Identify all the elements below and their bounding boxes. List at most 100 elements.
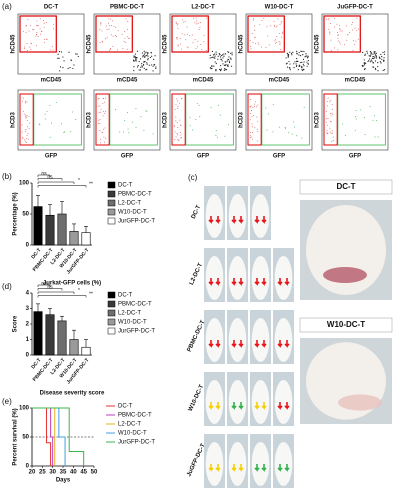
event-dot [119, 131, 121, 133]
event-dot [343, 44, 345, 46]
event-dot [176, 121, 178, 123]
event-dot [383, 69, 386, 71]
event-dot [251, 126, 253, 128]
event-dot [138, 60, 140, 63]
event-dot [196, 102, 198, 104]
y-tick-label: 3 [26, 306, 30, 312]
event-dot [383, 57, 385, 59]
event-dot [306, 57, 309, 59]
event-dot [99, 105, 101, 107]
plot-frame [17, 89, 85, 151]
event-dot [23, 31, 25, 33]
event-dot [278, 32, 280, 34]
event-dot [303, 50, 305, 53]
event-dot [329, 101, 331, 103]
event-dot [329, 120, 331, 122]
event-dot [265, 107, 267, 109]
event-dot [99, 118, 101, 120]
arrow [231, 216, 237, 224]
event-dot [353, 44, 355, 46]
sig-label: * [78, 288, 80, 294]
event-dot [25, 25, 27, 27]
event-dot [364, 54, 366, 56]
event-dot [296, 60, 298, 63]
event-dot [24, 102, 26, 104]
legend-label: DC-T [118, 293, 133, 299]
event-dot [337, 37, 339, 39]
event-dot [178, 102, 180, 104]
arrow [261, 402, 267, 410]
event-dot [143, 55, 145, 57]
event-dot [342, 123, 344, 125]
event-dot [108, 25, 110, 27]
event-dot [97, 105, 99, 107]
event-dot [327, 100, 329, 102]
event-dot [135, 126, 137, 128]
event-dot [203, 41, 205, 43]
event-dot [226, 65, 229, 67]
y-tick-label: 4 [26, 291, 30, 297]
event-dot [374, 67, 377, 70]
event-dot [279, 49, 281, 51]
event-dot [199, 21, 201, 23]
event-dot [383, 60, 385, 62]
event-dot [222, 63, 224, 65]
event-dot [363, 59, 365, 61]
event-dot [124, 37, 126, 39]
arrow [231, 278, 237, 286]
event-dot [201, 48, 203, 50]
gate [171, 93, 186, 146]
mouse-body [205, 194, 224, 238]
event-dot [217, 58, 219, 60]
event-dot [251, 123, 253, 125]
event-dot [325, 111, 327, 113]
event-dot [175, 22, 177, 24]
event-dot [219, 114, 221, 116]
mouse-body [228, 256, 247, 300]
event-dot [124, 119, 126, 121]
event-dot [214, 55, 216, 57]
event-dot [263, 17, 265, 19]
event-dot [254, 103, 256, 105]
event-dot [250, 136, 252, 138]
event-dot [176, 98, 178, 100]
event-dot [230, 58, 232, 60]
event-dot [251, 110, 253, 112]
event-dot [28, 128, 30, 130]
legend-swatch [107, 190, 116, 198]
bar [81, 346, 91, 356]
event-dot [23, 113, 25, 115]
event-dot [276, 25, 278, 27]
legend-label: PBMC-DC-T [118, 302, 152, 308]
event-dot [371, 57, 374, 60]
event-dot [329, 31, 331, 33]
event-dot [267, 35, 269, 37]
arrow [238, 340, 244, 348]
y-tick-label: 2 [26, 322, 30, 328]
y-tick-label: 50 [22, 212, 29, 218]
event-dot [254, 127, 256, 129]
event-dot [274, 26, 276, 28]
arrow [254, 402, 260, 410]
event-dot [355, 110, 357, 112]
event-dot [138, 69, 140, 71]
x-axis-label: Days [56, 478, 71, 484]
arrow [277, 464, 283, 472]
event-dot [382, 69, 384, 72]
event-dot [174, 125, 176, 127]
event-dot [303, 61, 305, 63]
event-dot [362, 65, 364, 68]
event-dot [197, 22, 199, 24]
arrow [208, 464, 214, 472]
event-dot [265, 47, 267, 49]
event-dot [99, 29, 101, 31]
x-tick-label: 30 [49, 470, 56, 476]
x-tick-label: 35 [60, 470, 67, 476]
event-dot [353, 40, 355, 42]
event-dot [200, 43, 202, 45]
bar [45, 214, 55, 246]
event-dot [279, 24, 281, 26]
inset-title: W10-DC-T [327, 320, 365, 329]
event-dot [100, 111, 102, 113]
event-dot [339, 43, 341, 45]
